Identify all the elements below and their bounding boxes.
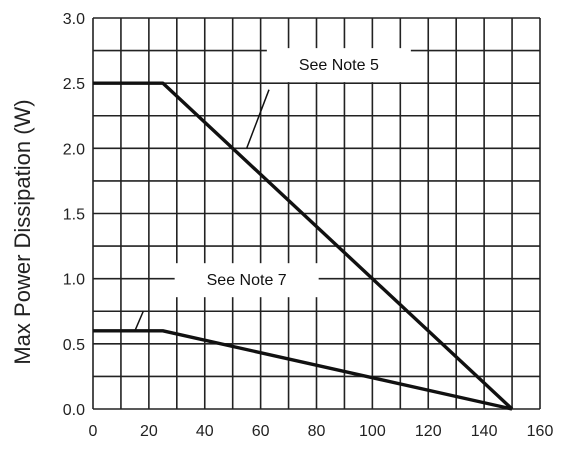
x-tick-label: 40 <box>196 423 214 440</box>
annotation-box-1 <box>266 48 411 83</box>
tick-labels: 0 20 40 60 80 100 120 140 160 0.0 0.5 1.0 1.5 2.0 2.5 3… <box>63 11 554 440</box>
series-line-1 <box>93 81 514 411</box>
y-tick-label: 0.0 <box>63 402 85 419</box>
y-tick-label: 3.0 <box>63 11 85 28</box>
annotation-label-2: See Note 7 <box>207 272 287 289</box>
series-group <box>93 81 514 411</box>
x-tick-label: 160 <box>527 423 554 440</box>
x-tick-label: 20 <box>140 423 158 440</box>
y-tick-label: 0.5 <box>63 337 85 354</box>
annotation-leader-2 <box>134 310 144 332</box>
x-tick-label: 140 <box>471 423 498 440</box>
grid <box>92 17 541 410</box>
y-axis-label: Max Power Dissipation (W) <box>10 99 35 364</box>
annotation-label-1: See Note 5 <box>299 57 379 74</box>
y-tick-label: 1.0 <box>63 272 85 289</box>
annotations-group: See Note 5 See Note 7 <box>134 48 411 332</box>
series-line-2 <box>93 329 513 411</box>
annotation-box-2 <box>174 263 319 298</box>
x-tick-label: 100 <box>359 423 386 440</box>
x-tick-label: 0 <box>89 423 98 440</box>
x-tick-label: 60 <box>252 423 270 440</box>
annotation-leader-1 <box>245 89 270 149</box>
x-tick-label: 80 <box>308 423 326 440</box>
x-tick-label: 120 <box>415 423 442 440</box>
y-tick-label: 2.5 <box>63 76 85 93</box>
y-tick-label: 2.0 <box>63 141 85 158</box>
y-tick-label: 1.5 <box>63 207 85 224</box>
